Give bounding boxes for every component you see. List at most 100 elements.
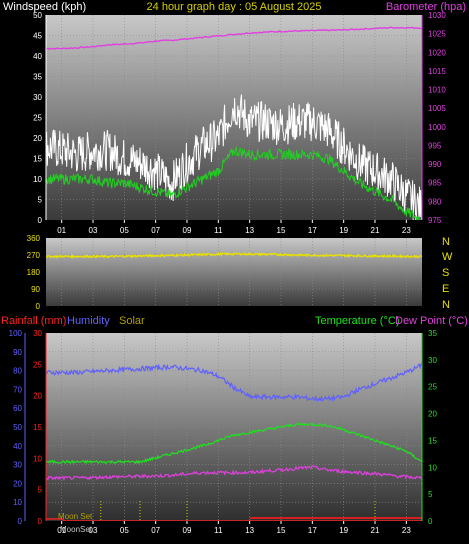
wind-x-tick-label: 23 [402,226,411,235]
climate-x-tick-label: 13 [245,526,254,535]
direction-y-tick-label: 270 [27,251,41,260]
temp-y-tick-label: 30 [428,356,437,365]
wind-x-tick-label: 03 [89,226,98,235]
climate-x-tick-label: 09 [183,526,192,535]
humidity-y-tick-label: 70 [13,385,22,394]
baro-y-tick-label: 980 [428,197,442,206]
rain-y-tick-label: 5 [38,486,43,495]
wind-x-tick-label: 01 [57,226,66,235]
legend-rainfall: Rainfall (mm) [1,315,66,327]
climate-x-tick-label: 15 [277,526,286,535]
wind-x-tick-label: 13 [245,226,254,235]
rain-y-tick-label: 30 [33,329,42,338]
climate-x-tick-label: 03 [89,526,98,535]
legend-humidity: Humidity [67,315,110,327]
rain-y-tick-label: 15 [33,423,42,432]
dewpoint-line [46,465,422,482]
rain-y-tick-label: 0 [38,517,43,526]
wind-y-tick-label: 25 [33,114,42,123]
humidity-line [46,362,422,403]
humidity-y-tick-label: 10 [13,498,22,507]
wind-y-tick-label: 50 [33,11,42,20]
humidity-y-tick-label: 40 [13,442,22,451]
climate-x-tick-label: 23 [402,526,411,535]
rain-y-tick-label: 25 [33,360,42,369]
baro-y-tick-label: 1025 [428,30,446,39]
direction-y-tick-label: 0 [36,302,41,311]
temp-y-tick-label: 10 [428,463,437,472]
wind-y-tick-label: 40 [33,52,42,61]
wind-x-tick-label: 17 [308,226,317,235]
moon-set-label: Moon Set [58,512,93,521]
barometer-line [46,26,422,50]
baro-y-tick-label: 990 [428,160,442,169]
compass-w: W [442,251,453,263]
temp-y-tick-label: 15 [428,436,437,445]
humidity-y-tick-label: 0 [18,517,23,526]
compass-n-top: N [442,236,450,248]
climate-x-tick-label: 19 [339,526,348,535]
moon-rise-label: Moon [60,525,80,534]
baro-y-tick-label: 975 [428,216,442,225]
humidity-y-tick-label: 80 [13,367,22,376]
direction-y-tick-label: 360 [27,234,41,243]
compass-e: E [442,283,449,295]
direction-y-tick-label: 180 [27,268,41,277]
temperature-line [46,421,422,465]
legend-solar: Solar [119,315,145,327]
compass-n-bottom: N [442,299,450,311]
rain-y-tick-label: 20 [33,392,42,401]
chart-title: 24 hour graph day : 05 August 2025 [147,1,322,13]
wind-y-tick-label: 10 [33,175,42,184]
wind-y-tick-label: 35 [33,73,42,82]
climate-x-tick-label: 11 [214,526,223,535]
baro-y-tick-label: 1020 [428,48,446,57]
wind-x-tick-label: 21 [371,226,380,235]
legend-temperature: Temperature (°C) [315,315,399,327]
climate-x-tick-label: 05 [120,526,129,535]
temp-y-tick-label: 5 [428,490,433,499]
baro-y-tick-label: 985 [428,179,442,188]
temp-y-tick-label: 0 [428,517,433,526]
humidity-y-tick-label: 50 [13,423,22,432]
climate-panel-plot-area [46,333,422,521]
humidity-y-tick-label: 90 [13,348,22,357]
baro-y-tick-label: 995 [428,141,442,150]
climate-x-tick-label: 07 [151,526,160,535]
direction-panel-plot-area [46,238,422,306]
right-axis-title: Barometer (hpa) [386,1,466,13]
wind-gust-line [46,94,422,220]
wind-x-tick-label: 19 [339,226,348,235]
wind-direction-line [46,251,422,259]
baro-y-tick-label: 1010 [428,86,446,95]
temp-y-tick-label: 25 [428,383,437,392]
wind-y-tick-label: 15 [33,155,42,164]
temp-y-tick-label: 20 [428,410,437,419]
wind-x-tick-label: 15 [277,226,286,235]
baro-y-tick-label: 1015 [428,67,446,76]
wind-y-tick-label: 5 [38,196,43,205]
legend-dewpoint: Dew Point (°C) [395,315,468,327]
wind-x-tick-label: 05 [120,226,129,235]
wind-y-tick-label: 20 [33,134,42,143]
temp-y-tick-label: 35 [428,329,437,338]
sun-set-label: Set [80,525,93,534]
climate-x-tick-label: 21 [371,526,380,535]
wind-y-tick-label: 30 [33,93,42,102]
baro-y-tick-label: 1005 [428,104,446,113]
humidity-y-tick-label: 60 [13,404,22,413]
compass-s: S [442,267,449,279]
left-axis-title: Windspeed (kph) [3,1,86,13]
direction-y-tick-label: 90 [31,285,40,294]
humidity-y-tick-label: 100 [9,329,23,338]
baro-y-tick-label: 1030 [428,11,446,20]
humidity-y-tick-label: 20 [13,479,22,488]
wind-x-tick-label: 11 [214,226,223,235]
wind-speed-line [46,146,422,220]
humidity-y-tick-label: 30 [13,461,22,470]
wind-y-tick-label: 0 [38,216,43,225]
wind-y-tick-label: 45 [33,32,42,41]
wind-x-tick-label: 07 [151,226,160,235]
climate-x-tick-label: 01 [57,526,66,535]
